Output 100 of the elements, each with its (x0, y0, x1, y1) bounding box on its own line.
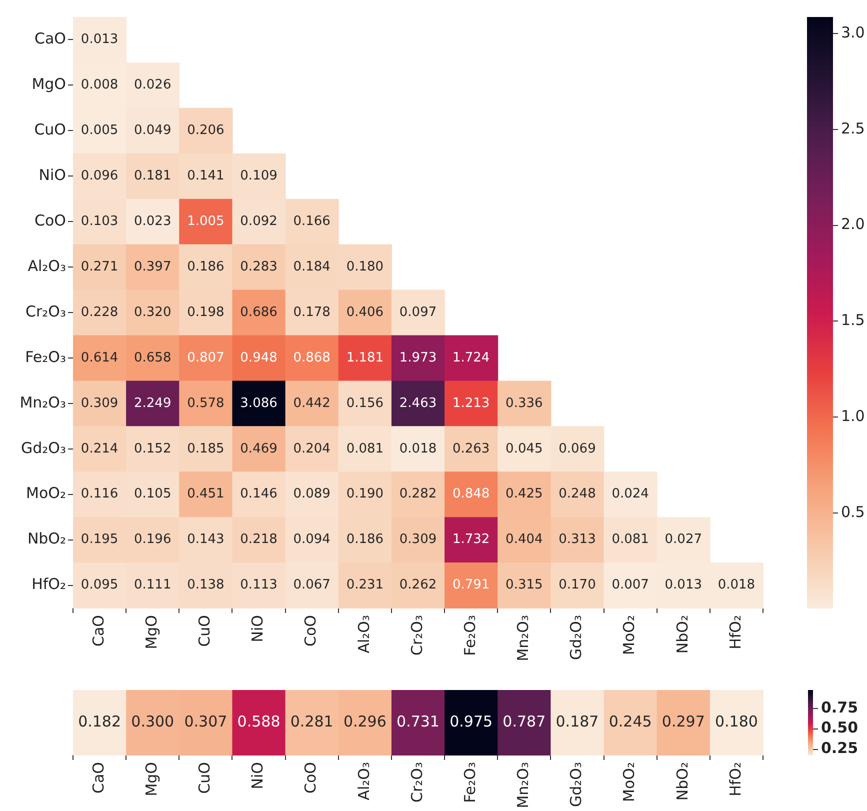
x-tick-label: CuO (196, 615, 214, 647)
data-label: 0.397 (134, 259, 172, 274)
data-label: 0.187 (556, 712, 599, 730)
data-label: 0.787 (502, 712, 546, 730)
data-label: 0.105 (134, 486, 172, 502)
data-label: 0.081 (346, 441, 384, 456)
data-label: 0.848 (452, 486, 490, 502)
data-label: 0.081 (612, 532, 649, 548)
data-label: 0.024 (612, 486, 649, 502)
data-label: 0.116 (80, 486, 118, 502)
data-label: 0.180 (346, 259, 384, 274)
x-tick-label: Cr₂O₃ (408, 762, 426, 802)
data-label: 0.245 (608, 712, 652, 730)
data-label: 0.320 (134, 304, 172, 320)
data-label: 0.868 (293, 350, 330, 366)
color-bar-label: 2.0 (841, 215, 865, 234)
data-label: 1.732 (452, 532, 490, 548)
data-label: 0.069 (558, 441, 596, 456)
data-label: 0.336 (506, 396, 543, 411)
data-label: 1.181 (346, 350, 384, 366)
x-tick-label: Mn₂O₃ (514, 762, 532, 808)
data-label: 0.218 (240, 532, 278, 548)
data-label: 0.231 (346, 578, 384, 593)
x-tick-label: Mn₂O₃ (514, 615, 532, 662)
x-tick-label: MgO (142, 762, 161, 796)
y-tick-label: Al₂O₃ (28, 256, 66, 275)
x-tick-label: MoO₂ (620, 615, 638, 655)
x-tick-label: HfO₂ (726, 762, 744, 796)
data-label: 0.141 (187, 168, 224, 184)
data-label: 0.111 (134, 578, 172, 593)
data-label: 0.195 (80, 532, 118, 548)
x-tick-label: MgO (142, 615, 161, 650)
color-bar-label: 3.0 (841, 23, 865, 42)
data-label: 0.204 (293, 441, 330, 456)
data-label: 0.313 (558, 532, 596, 548)
data-label: 0.262 (399, 578, 437, 593)
data-label: 0.300 (131, 712, 174, 730)
data-label: 0.315 (506, 578, 543, 593)
data-label: 0.067 (293, 578, 330, 593)
color-bar-label: 0.5 (841, 502, 865, 521)
data-label: 0.109 (240, 168, 278, 184)
data-label: 2.249 (134, 396, 172, 411)
x-tick-label: NbO₂ (673, 615, 692, 654)
y-tick-label: HfO₂ (32, 575, 66, 594)
data-label: 0.097 (399, 304, 437, 320)
data-label: 0.005 (80, 123, 118, 138)
data-label: 0.178 (293, 304, 330, 320)
data-label: 0.152 (134, 441, 172, 456)
data-label: 0.185 (187, 441, 224, 456)
data-label: 0.406 (346, 304, 384, 320)
data-label: 0.190 (346, 486, 384, 502)
data-label: 0.094 (293, 532, 330, 548)
data-label: 0.271 (80, 259, 118, 274)
x-tick-label: Al₂O₃ (354, 615, 373, 654)
data-label: 0.095 (80, 578, 118, 593)
x-tick-label: MoO₂ (620, 762, 638, 802)
data-label: 0.283 (240, 259, 278, 274)
data-label: 0.018 (718, 578, 756, 593)
data-label: 0.018 (399, 441, 437, 456)
data-label: 0.027 (664, 532, 702, 548)
data-label: 0.282 (399, 486, 437, 502)
x-tick-label: Fe₂O₃ (460, 615, 479, 656)
data-label: 2.463 (399, 396, 437, 411)
color-bar-label: 0.25 (821, 739, 858, 758)
x-tick-label: Gd₂O₃ (567, 762, 586, 807)
data-label: 0.263 (452, 441, 490, 456)
data-label: 1.724 (452, 350, 490, 366)
data-label: 0.146 (240, 486, 278, 502)
data-label: 0.807 (187, 350, 224, 366)
x-tick-label: CoO (302, 762, 320, 794)
data-label: 0.198 (187, 304, 224, 320)
color-bar-label: 1.0 (841, 407, 865, 426)
data-label: 0.975 (450, 712, 493, 730)
y-tick-label: NbO₂ (27, 530, 66, 548)
data-label: 0.166 (293, 214, 330, 229)
data-label: 0.026 (134, 78, 172, 93)
data-label: 0.007 (612, 578, 649, 593)
data-label: 0.404 (506, 532, 543, 548)
x-tick-label: CoO (302, 615, 320, 646)
data-label: 1.005 (187, 214, 224, 229)
data-label: 0.170 (558, 578, 596, 593)
color-bar-label: 2.5 (841, 119, 865, 138)
data-label: 0.297 (662, 712, 705, 730)
data-label: 0.180 (714, 712, 758, 730)
data-label: 0.023 (134, 214, 172, 229)
data-label: 0.281 (290, 712, 334, 730)
data-label: 0.181 (134, 168, 172, 184)
color-bar-label: 1.5 (841, 311, 865, 330)
data-label: 0.614 (80, 350, 118, 366)
data-label: 0.089 (293, 486, 330, 502)
x-tick-label: HfO₂ (726, 615, 744, 650)
data-label: 0.228 (80, 304, 118, 320)
y-tick-label: Fe₂O₃ (25, 348, 66, 366)
data-label: 0.948 (240, 350, 278, 366)
data-label: 0.103 (80, 214, 118, 229)
x-tick-label: NbO₂ (673, 762, 692, 801)
color-bar-label: 0.75 (821, 698, 858, 716)
data-label: 0.186 (346, 532, 384, 548)
data-label: 0.309 (80, 396, 118, 411)
x-tick-label: CaO (89, 615, 108, 646)
